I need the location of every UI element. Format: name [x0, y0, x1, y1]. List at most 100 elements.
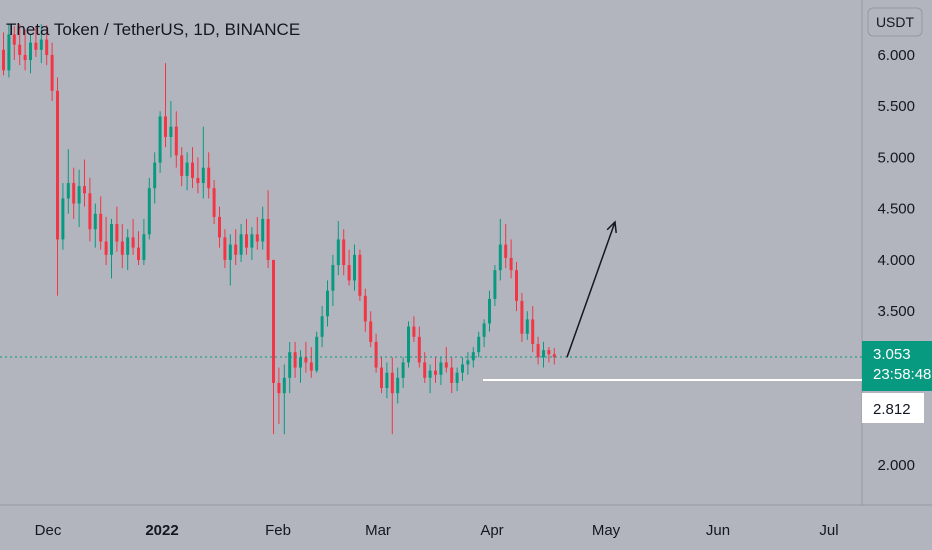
arrow-head — [606, 220, 617, 234]
candle-body — [255, 234, 259, 242]
time-tick-label: Feb — [265, 522, 291, 539]
candle-body — [363, 295, 367, 322]
price-tick-label: 3.500 — [877, 303, 915, 320]
candle-body — [12, 34, 16, 45]
candle-body — [137, 247, 140, 260]
candle-body — [336, 239, 340, 266]
price-tick-label: 5.500 — [877, 98, 915, 115]
candle-body — [234, 244, 238, 255]
time-tick-label: Apr — [480, 522, 503, 539]
unit-badge[interactable] — [867, 7, 923, 37]
candle-body — [18, 44, 22, 55]
candle-body — [104, 241, 108, 255]
candle-body — [34, 42, 38, 50]
candle-body — [23, 54, 27, 61]
candle-body — [164, 116, 167, 137]
candle-body — [509, 257, 513, 271]
candle-body — [461, 364, 464, 373]
candle-body — [401, 362, 405, 378]
candle-body — [169, 126, 173, 137]
candle-body — [120, 241, 124, 255]
candle-body — [93, 213, 97, 230]
candle-body — [2, 49, 5, 71]
candle-body — [342, 239, 346, 266]
candle-body — [493, 270, 497, 299]
candle-body — [536, 343, 540, 358]
candle-body — [477, 336, 481, 353]
candle-body — [380, 367, 383, 389]
candle-body — [185, 162, 189, 176]
time-tick-label: May — [592, 522, 621, 539]
time-tick-label: 2022 — [145, 522, 178, 539]
price-tick-label: 4.500 — [877, 201, 915, 218]
candle-body — [29, 42, 32, 61]
candle-body — [212, 188, 216, 217]
candle-body — [434, 370, 437, 375]
candle-body — [207, 167, 211, 189]
price-tick-label: 4.000 — [877, 252, 915, 269]
candle-body — [444, 362, 448, 368]
candle-body — [455, 372, 459, 383]
candle-body — [282, 377, 286, 394]
last-price-value: 3.053 — [873, 346, 911, 363]
candle-body — [358, 254, 362, 296]
candle-body — [66, 183, 70, 199]
candle-body — [320, 316, 324, 337]
candle-body — [466, 360, 470, 365]
candle-body — [39, 39, 43, 50]
candle-body — [504, 244, 508, 258]
candle-body — [180, 155, 184, 176]
candle-body — [250, 234, 254, 248]
candle-body — [428, 370, 432, 378]
arrow-shaft — [566, 221, 616, 358]
candle-body — [547, 350, 551, 355]
candle-body — [61, 198, 65, 240]
support-price-value: 2.812 — [873, 401, 911, 418]
candle-body — [7, 34, 11, 71]
candle-body — [385, 372, 389, 389]
candle-body — [488, 298, 491, 324]
candle-body — [304, 357, 308, 363]
candle-body — [331, 265, 335, 291]
candle-body — [228, 244, 232, 260]
last-price-tag: 3.053 23:58:48 — [862, 341, 932, 391]
candle-body — [196, 177, 200, 184]
candle-body — [520, 300, 524, 334]
candle-body — [88, 193, 92, 230]
candle-body — [525, 319, 529, 334]
candle-body — [450, 367, 454, 383]
candle-body — [131, 237, 135, 248]
candle-body — [223, 237, 227, 260]
candle-body — [174, 126, 178, 156]
projection-arrow[interactable] — [566, 220, 617, 358]
candle-body — [471, 352, 475, 361]
bar-countdown: 23:58:48 — [873, 366, 931, 383]
candle-body — [390, 372, 394, 394]
candle-body — [218, 216, 221, 238]
candle-body — [369, 321, 373, 342]
candle-body — [77, 186, 81, 204]
candle-body — [266, 218, 270, 260]
candle-body — [482, 323, 486, 337]
candle-body — [299, 357, 302, 368]
candle-body — [56, 90, 59, 240]
price-axis-ticks: 6.000 5.500 5.000 4.500 4.000 3.500 2.000 — [877, 47, 915, 474]
price-tick-label: 6.000 — [877, 47, 915, 64]
candle-body — [552, 354, 556, 358]
support-price-tag: 2.812 — [862, 393, 924, 423]
candle-body — [50, 54, 54, 91]
time-tick-label: Jul — [819, 522, 838, 539]
unit-label: USDT — [876, 14, 915, 30]
candle-body — [239, 234, 243, 255]
candle-body — [515, 270, 518, 301]
candle-body — [191, 162, 194, 178]
candle-body — [309, 362, 313, 371]
candle-body — [347, 265, 351, 281]
candle-body — [439, 362, 443, 375]
candle-body — [374, 341, 378, 368]
candle-body — [99, 213, 103, 242]
candle-body — [158, 116, 162, 163]
candle-body — [261, 218, 265, 242]
